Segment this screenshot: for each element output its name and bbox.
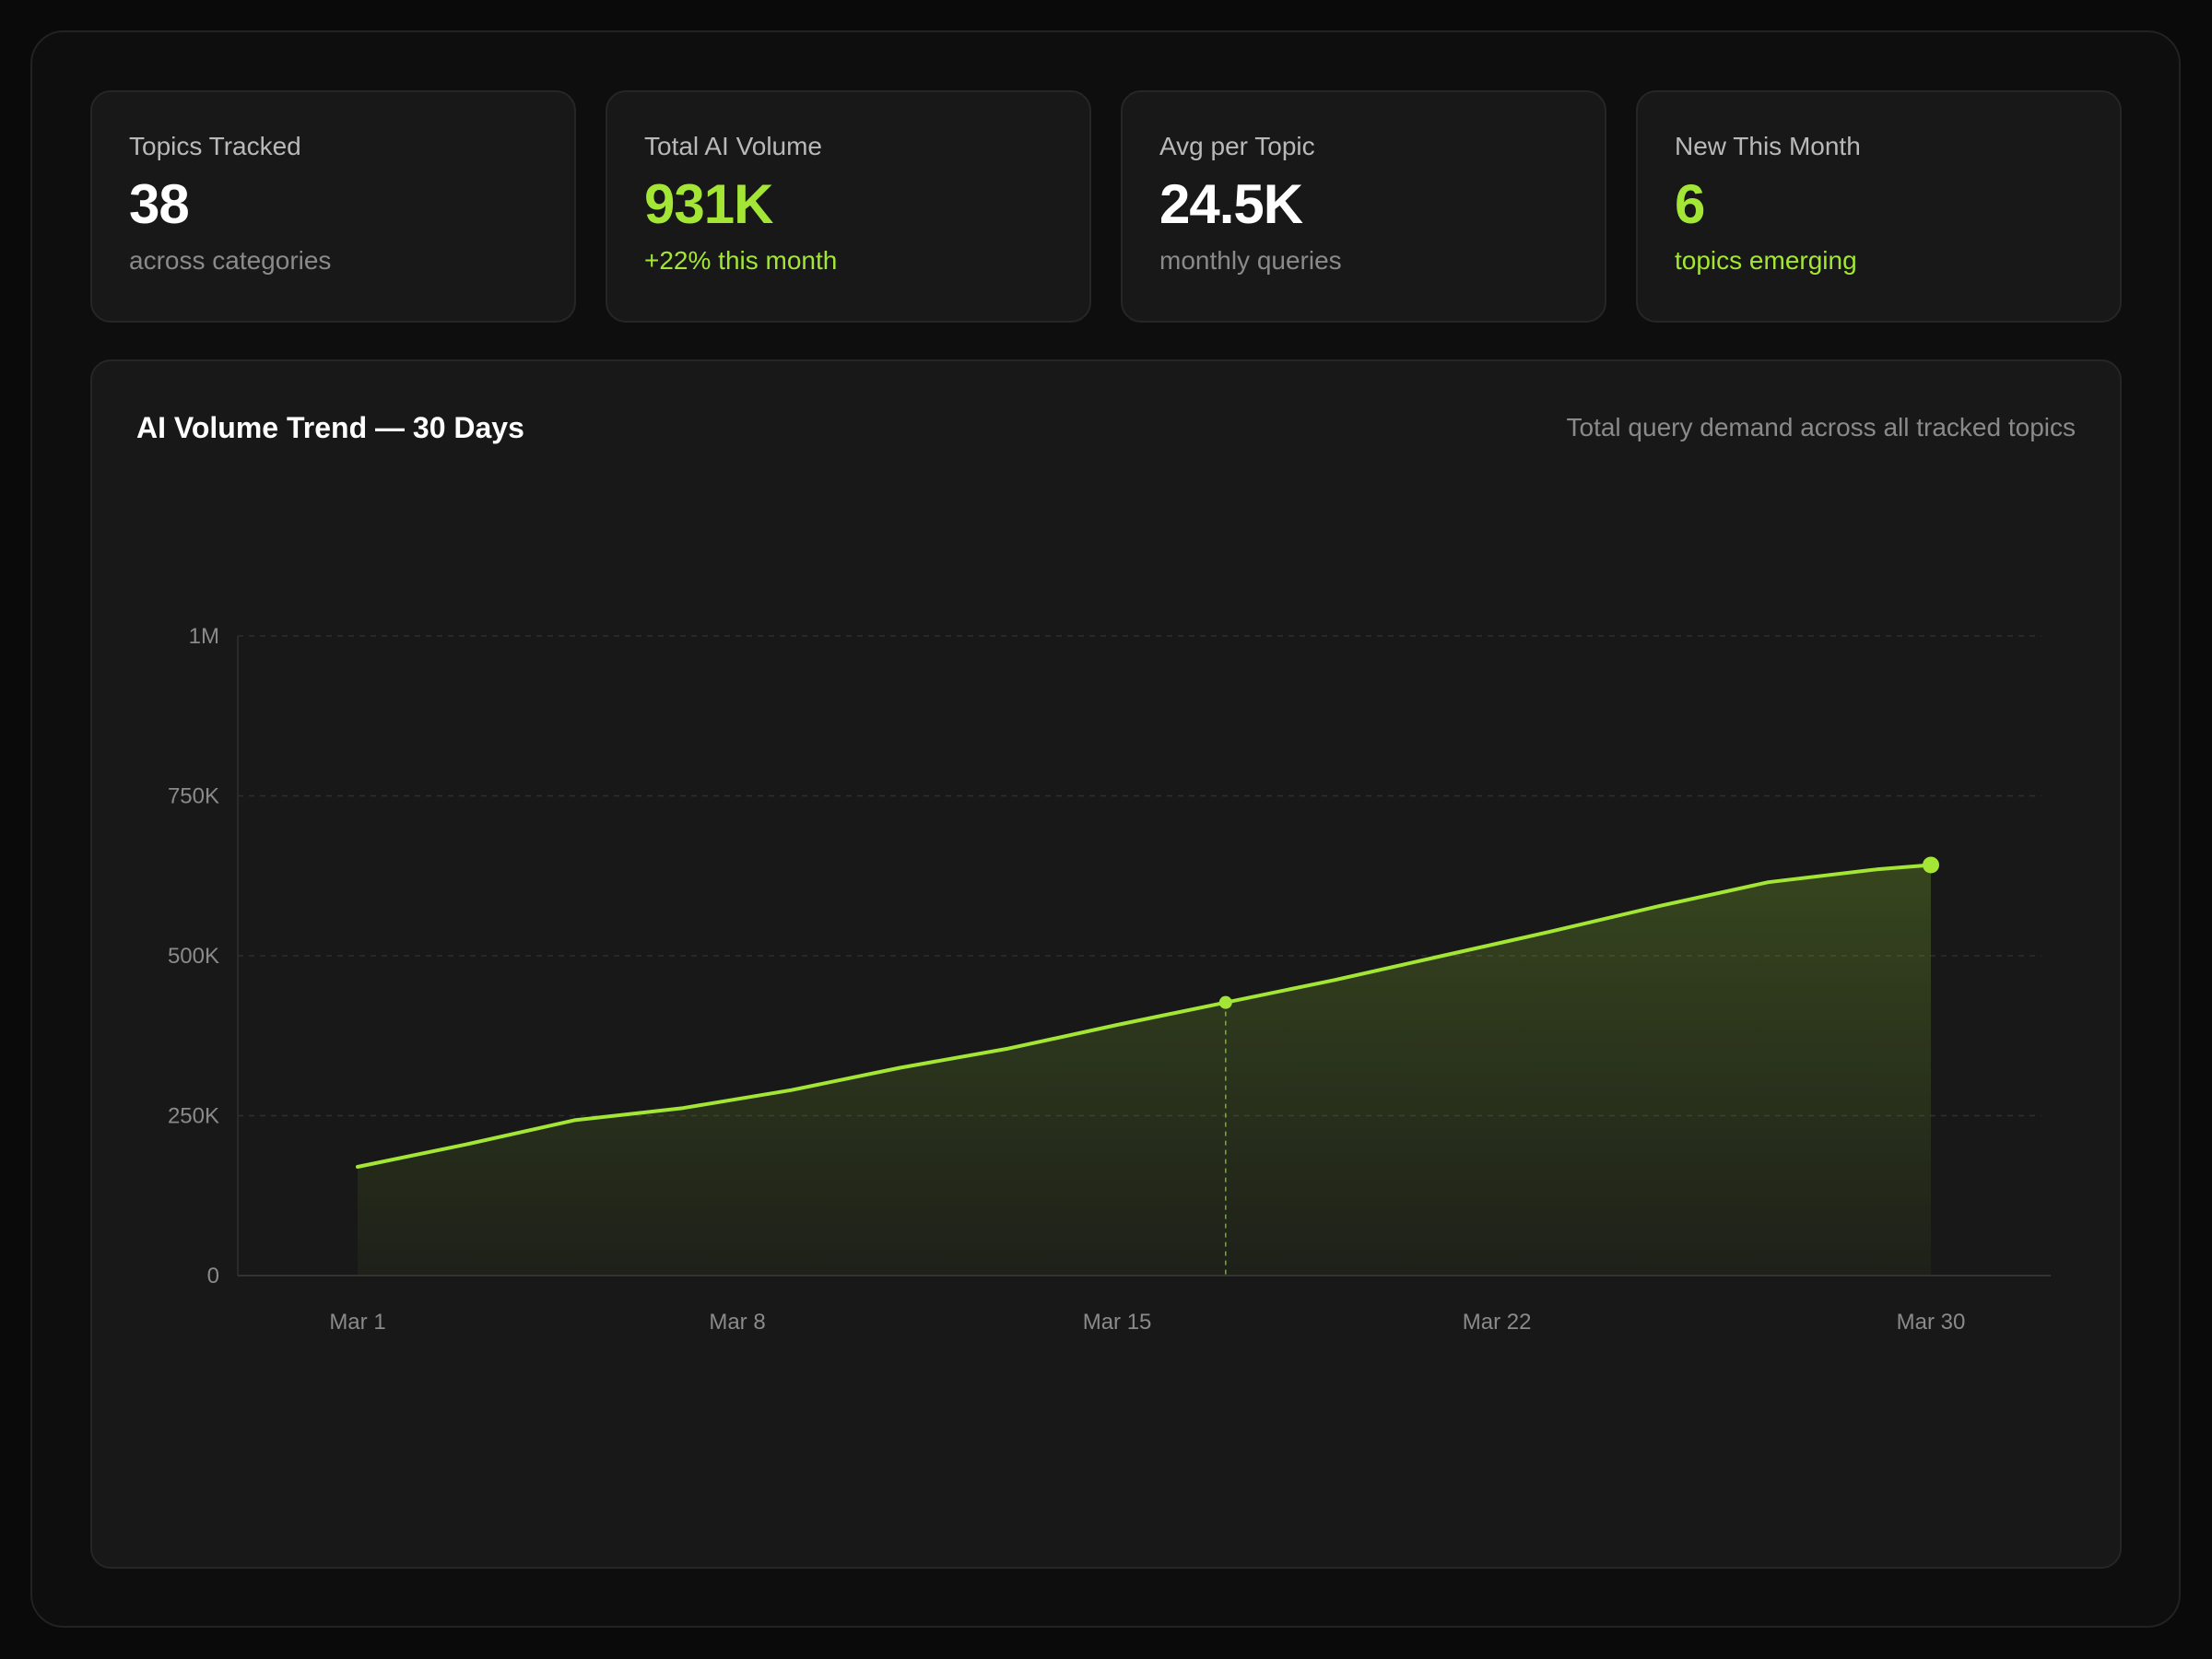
stat-value: 931K <box>644 173 773 235</box>
stats-row: Topics Tracked 38 across categories Tota… <box>90 90 2122 323</box>
stat-value: 6 <box>1675 173 1705 235</box>
stat-subtext: +22% this month <box>644 246 838 275</box>
chart-title: AI Volume Trend — 30 Days <box>136 411 524 444</box>
stat-card-topics-tracked: Topics Tracked 38 across categories <box>90 90 576 323</box>
stat-value: 24.5K <box>1159 173 1303 235</box>
stat-subtext: topics emerging <box>1675 246 1857 275</box>
stat-card-avg-per-topic: Avg per Topic 24.5K monthly queries <box>1121 90 1606 323</box>
stat-label: Topics Tracked <box>129 132 301 160</box>
stat-value: 38 <box>129 173 190 235</box>
volume-trend-chart: 0 250K 500K 750K 1M Mar 1 Mar 8 Mar 15 Mar 22 Mar… <box>168 624 2051 1335</box>
stat-subtext: across categories <box>129 246 332 275</box>
x-tick-label: Mar 8 <box>709 1310 765 1335</box>
stat-label: New This Month <box>1675 132 1861 160</box>
volume-trend-chart-card: AI Volume Trend — 30 Days Total query de… <box>90 359 2122 1569</box>
stat-card-new-this-month: New This Month 6 topics emerging <box>1636 90 2122 323</box>
grid-layer <box>238 635 2041 1117</box>
stat-label: Total AI Volume <box>644 132 823 160</box>
x-tick-label: Mar 30 <box>1897 1310 1966 1335</box>
line-layer <box>356 856 1939 1276</box>
y-tick-label: 250K <box>168 1104 219 1129</box>
data-point-marker <box>1923 856 1939 874</box>
stat-card-total-ai-volume: Total AI Volume 931K +22% this month <box>606 90 1091 323</box>
chart-subtitle: Total query demand across all tracked to… <box>1566 413 2077 441</box>
x-tick-label: Mar 22 <box>1463 1310 1532 1335</box>
stat-subtext: monthly queries <box>1159 246 1342 275</box>
x-tick-label: Mar 1 <box>329 1310 385 1335</box>
axis-layer <box>237 636 2051 1277</box>
series-area <box>358 865 1931 1276</box>
y-tick-label: 750K <box>168 784 219 809</box>
y-tick-label: 500K <box>168 944 219 969</box>
label-layer: 0 250K 500K 750K 1M Mar 1 Mar 8 Mar 15 Mar 22 Mar… <box>168 624 1965 1335</box>
series-line <box>356 863 1933 1169</box>
area-layer <box>358 865 1931 1276</box>
y-tick-label: 1M <box>189 624 219 649</box>
data-point-marker <box>1218 995 1232 1009</box>
stat-label: Avg per Topic <box>1159 132 1315 160</box>
y-tick-label: 0 <box>207 1264 219 1288</box>
x-tick-label: Mar 15 <box>1083 1310 1152 1335</box>
